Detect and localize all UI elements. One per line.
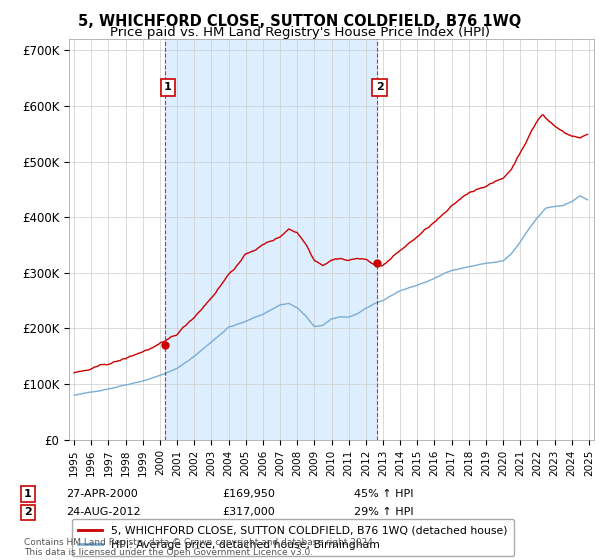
Text: 1: 1 <box>24 489 32 499</box>
Text: 2: 2 <box>24 507 32 517</box>
Text: Contains HM Land Registry data © Crown copyright and database right 2024.
This d: Contains HM Land Registry data © Crown c… <box>24 538 376 557</box>
Bar <box>166 39 377 440</box>
Text: £169,950: £169,950 <box>222 489 275 499</box>
Text: 5, WHICHFORD CLOSE, SUTTON COLDFIELD, B76 1WQ: 5, WHICHFORD CLOSE, SUTTON COLDFIELD, B7… <box>79 14 521 29</box>
Text: £317,000: £317,000 <box>222 507 275 517</box>
Legend: 5, WHICHFORD CLOSE, SUTTON COLDFIELD, B76 1WQ (detached house), HPI: Average pri: 5, WHICHFORD CLOSE, SUTTON COLDFIELD, B7… <box>72 519 514 557</box>
Text: 1: 1 <box>164 82 172 92</box>
Text: 24-AUG-2012: 24-AUG-2012 <box>66 507 140 517</box>
Text: 2: 2 <box>376 82 383 92</box>
Text: 27-APR-2000: 27-APR-2000 <box>66 489 138 499</box>
Text: Price paid vs. HM Land Registry's House Price Index (HPI): Price paid vs. HM Land Registry's House … <box>110 26 490 39</box>
Text: 45% ↑ HPI: 45% ↑ HPI <box>354 489 413 499</box>
Text: 29% ↑ HPI: 29% ↑ HPI <box>354 507 413 517</box>
